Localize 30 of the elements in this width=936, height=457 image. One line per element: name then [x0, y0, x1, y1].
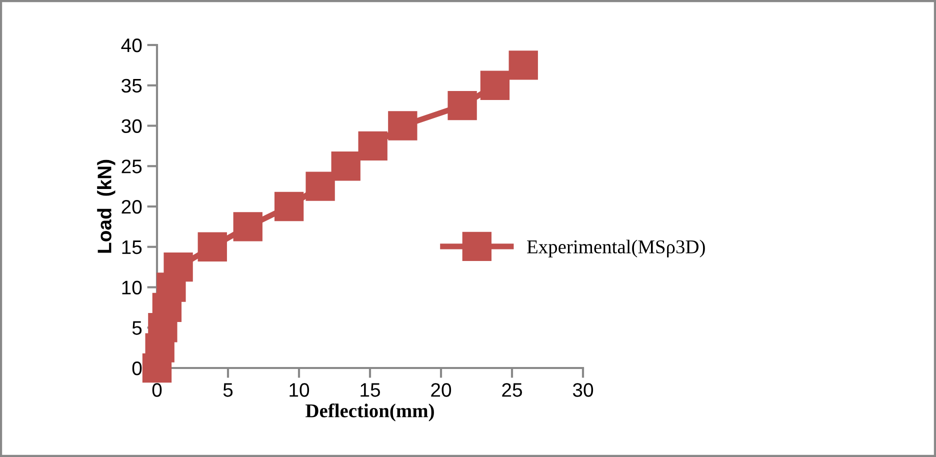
point: [274, 192, 304, 222]
y-tick-label: 40: [121, 38, 142, 52]
x-tick-label: 5: [223, 383, 233, 397]
x-tick-label: 10: [290, 383, 310, 397]
x-tick-label: 25: [502, 383, 522, 397]
y-tick-label: 35: [122, 78, 142, 93]
y-tick-label: 15: [122, 240, 142, 254]
x-axis-title: Deflection(mm): [306, 403, 434, 422]
y-tick-label: 10: [122, 280, 142, 294]
y-tick-label: 30: [122, 119, 142, 133]
x-tick-label: 30: [572, 383, 594, 397]
point: [198, 232, 227, 262]
y-tick-label: 5: [132, 321, 142, 335]
x-tick-label: 0: [152, 383, 162, 397]
point: [448, 90, 477, 120]
point: [508, 50, 538, 80]
x-tick-label: 15: [360, 383, 380, 397]
point: [164, 252, 193, 282]
point: [331, 152, 360, 181]
point: [480, 70, 510, 100]
y-tick-label: 0: [132, 361, 142, 376]
y-tick-label: 20: [122, 200, 142, 214]
point: [233, 212, 262, 242]
y-tick-label: 25: [122, 160, 142, 174]
legend-label: Experimental(MSρ3D): [527, 240, 705, 258]
point: [388, 111, 418, 140]
x-tick-label: 20: [431, 383, 452, 397]
point: [306, 172, 335, 201]
y-axis-title: Load (kN): [97, 160, 116, 253]
point: [358, 131, 388, 161]
